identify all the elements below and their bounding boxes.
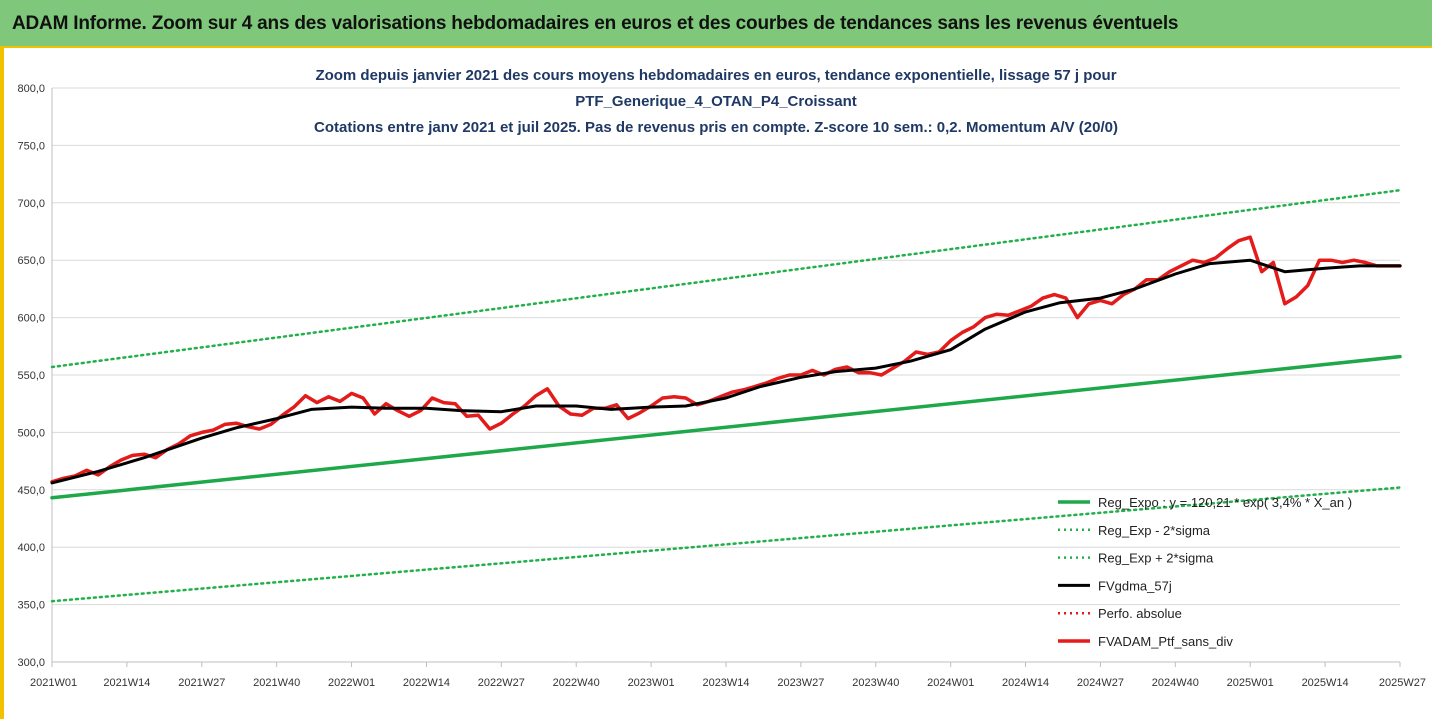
y-tick-label: 800,0 [17, 83, 45, 95]
y-tick-label: 700,0 [17, 198, 45, 210]
x-tick-label: 2024W40 [1152, 677, 1199, 689]
x-tick-label: 2022W27 [478, 677, 525, 689]
series-line-1 [50, 486, 1402, 603]
chart-title-line-3: Cotations entre janv 2021 et juil 2025. … [314, 119, 1118, 136]
x-tick-label: 2024W14 [1002, 677, 1049, 689]
y-tick-label: 750,0 [17, 140, 45, 152]
x-tick-label: 2023W40 [852, 677, 899, 689]
x-tick-label: 2022W40 [553, 677, 600, 689]
x-tick-label: 2023W14 [702, 677, 749, 689]
report-title: ADAM Informe. Zoom sur 4 ans des valoris… [12, 13, 1179, 34]
plot-area [50, 188, 1402, 603]
x-tick-label: 2022W14 [403, 677, 450, 689]
x-tick-label: 2025W01 [1227, 677, 1274, 689]
y-tick-label: 450,0 [17, 485, 45, 497]
chart-title-line-2: PTF_Generique_4_OTAN_P4_Croissant [575, 93, 856, 110]
legend-label: FVgdma_57j [1098, 578, 1172, 593]
legend-label: Reg_Expo : y = 120,21 * exp( 3,4% * X_an… [1098, 495, 1352, 510]
series-line-0 [50, 354, 1402, 500]
x-tick-label: 2024W27 [1077, 677, 1124, 689]
legend: Reg_Expo : y = 120,21 * exp( 3,4% * X_an… [1058, 495, 1352, 649]
legend-label: Reg_Exp - 2*sigma [1098, 523, 1211, 538]
series-line-5 [50, 235, 1402, 484]
x-tick-label: 2021W14 [103, 677, 150, 689]
x-tick-label: 2024W01 [927, 677, 974, 689]
y-tick-label: 650,0 [17, 255, 45, 267]
line-chart: Zoom depuis janvier 2021 des cours moyen… [17, 67, 1426, 689]
chart-title-line-1: Zoom depuis janvier 2021 des cours moyen… [315, 67, 1116, 84]
y-axis: 300,0 350,0 400,0 450,0 500,0 550,0 600,0 650,0… [17, 83, 53, 669]
y-tick-label: 400,0 [17, 542, 45, 554]
y-tick-label: 300,0 [17, 657, 45, 669]
left-accent-bar [0, 48, 4, 719]
x-tick-label: 2025W27 [1379, 677, 1426, 689]
y-tick-label: 550,0 [17, 370, 45, 382]
legend-label: FVADAM_Ptf_sans_div [1098, 634, 1233, 649]
x-tick-label: 2025W14 [1302, 677, 1349, 689]
legend-label: Perfo. absolue [1098, 606, 1182, 621]
y-tick-label: 350,0 [17, 600, 45, 612]
series-line-3 [50, 258, 1402, 485]
x-tick-label: 2022W01 [328, 677, 375, 689]
series-line-2 [50, 188, 1402, 369]
x-tick-label: 2023W01 [628, 677, 675, 689]
x-tick-label: 2021W40 [253, 677, 300, 689]
x-tick-label: 2021W01 [30, 677, 77, 689]
chart-title: Zoom depuis janvier 2021 des cours moyen… [314, 67, 1118, 136]
legend-label: Reg_Exp + 2*sigma [1098, 551, 1214, 566]
y-tick-label: 600,0 [17, 313, 45, 325]
gridlines [52, 87, 1400, 663]
x-axis: 2021W01 2021W14 2021W27 2021W40 2022W01 2022W… [30, 661, 1426, 689]
x-tick-label: 2021W27 [178, 677, 225, 689]
y-tick-label: 500,0 [17, 427, 45, 439]
x-tick-label: 2023W27 [777, 677, 824, 689]
report-header-banner: ADAM Informe. Zoom sur 4 ans des valoris… [0, 0, 1432, 48]
